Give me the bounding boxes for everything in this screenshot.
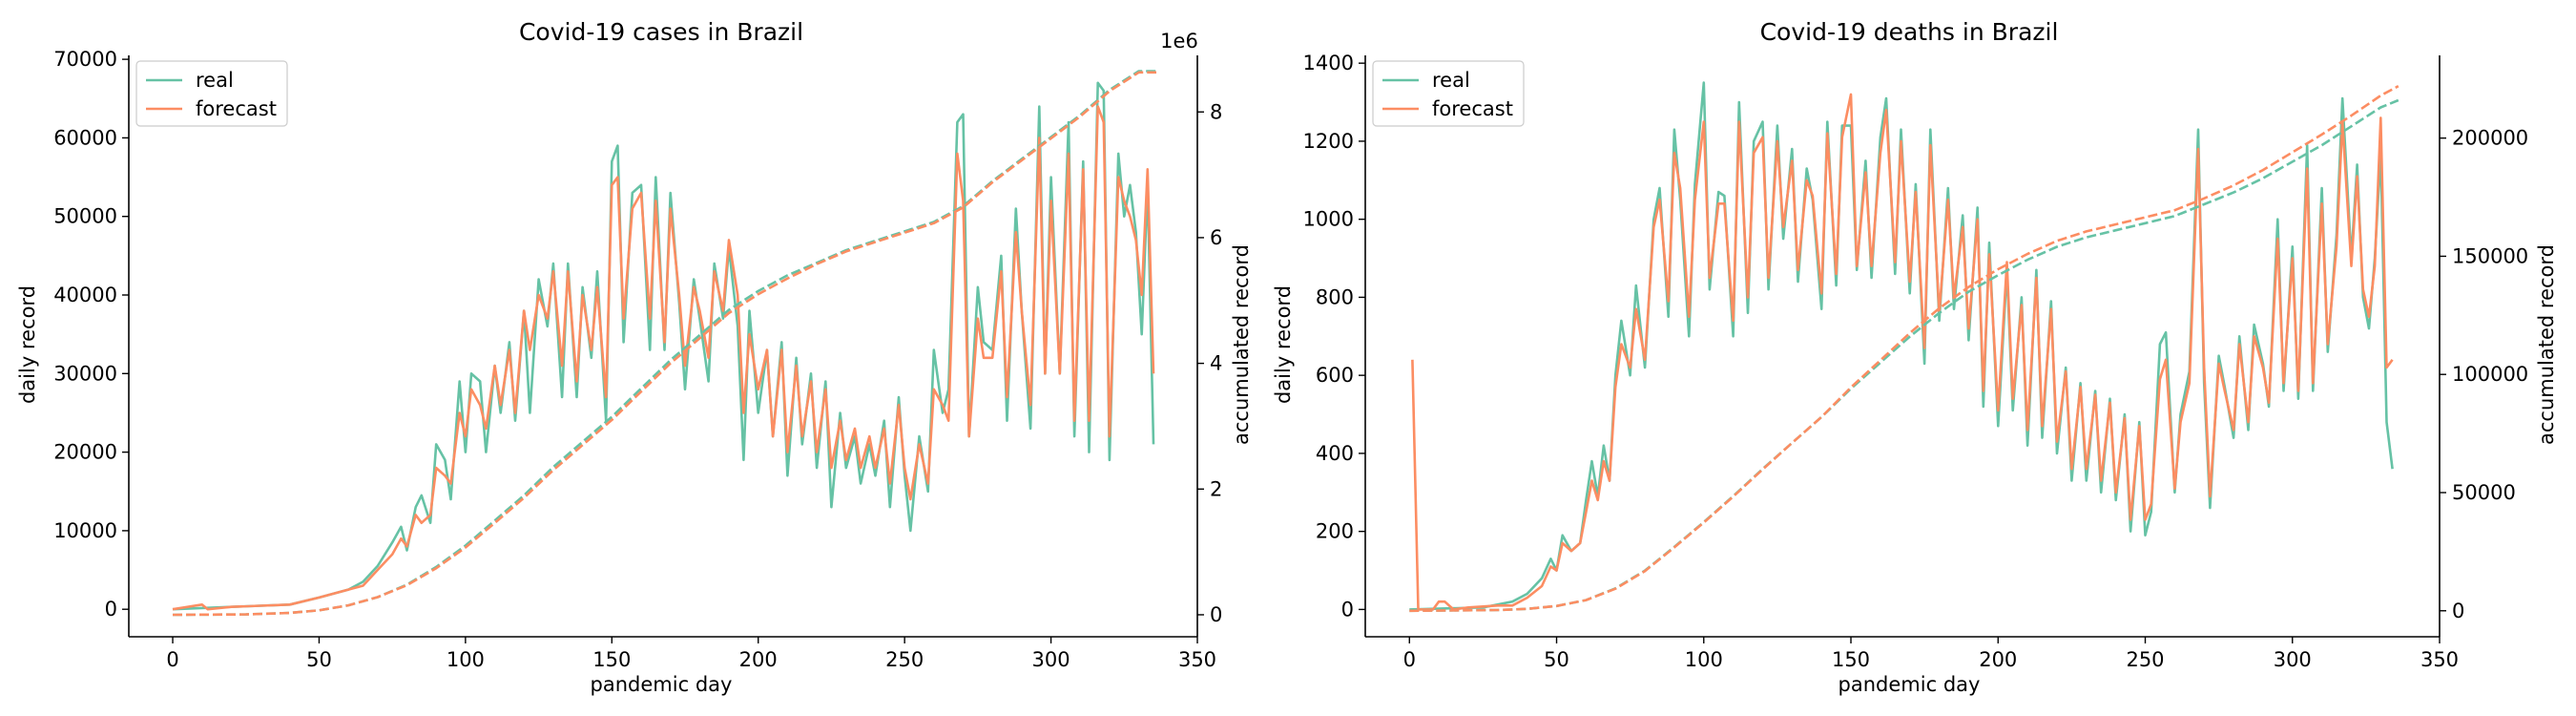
legend-label-real: real	[1432, 69, 1470, 92]
y2-axis-label: accumulated record	[2535, 244, 2558, 445]
series-line-forecast	[172, 105, 1155, 611]
plot-area: 0 50 100 150 200 250 300 350 0 200 400 600 800 1000 12…	[1303, 52, 2529, 671]
x-tick-label: 0	[1403, 648, 1416, 671]
x-tick-label: 100	[447, 648, 485, 671]
y-tick-label: 20000	[53, 441, 117, 464]
chart-title: Covid-19 deaths in Brazil	[1760, 18, 2059, 46]
legend-label-forecast: forecast	[196, 97, 277, 120]
legend-label-forecast: forecast	[1432, 97, 1513, 120]
plot-area: 0 50 100 150 200 250 300 350 0 10000 20000 30000 400…	[53, 48, 1222, 671]
y-axis-label: daily record	[1272, 285, 1295, 404]
y2-axis-label: accumulated record	[1230, 244, 1253, 445]
y-tick-label: 200	[1316, 520, 1354, 543]
y-tick-label: 0	[105, 598, 117, 621]
chart-deaths: Covid-19 deaths in Brazil pandemic day d…	[1272, 18, 2558, 696]
y-tick-label: 800	[1316, 285, 1354, 308]
y-tick-label: 10000	[53, 519, 117, 542]
y-axis-label: daily record	[16, 285, 39, 404]
x-tick-label: 200	[1979, 648, 2017, 671]
x-tick-label: 300	[2274, 648, 2312, 671]
y2-tick-label: 200000	[2452, 127, 2528, 150]
y-tick-label: 60000	[53, 126, 117, 149]
y-tick-label: 30000	[53, 362, 117, 385]
x-tick-label: 50	[1544, 648, 1569, 671]
y2-tick-label: 150000	[2452, 244, 2528, 267]
x-axis-label: pandemic day	[1839, 673, 1981, 696]
chart-cases: Covid-19 cases in Brazil pandemic day da…	[16, 18, 1253, 696]
y-tick-label: 70000	[53, 48, 117, 71]
x-tick-label: 350	[2420, 648, 2459, 671]
x-axis-label: pandemic day	[591, 673, 733, 696]
y2-tick-label: 2	[1210, 477, 1222, 500]
x-tick-label: 50	[306, 648, 332, 671]
y2-tick-label: 8	[1210, 100, 1222, 123]
y-tick-label: 40000	[53, 284, 117, 306]
y-tick-label: 1200	[1303, 130, 1354, 153]
x-tick-label: 250	[885, 648, 924, 671]
y2-tick-label: 100000	[2452, 363, 2528, 386]
x-tick-label: 350	[1178, 648, 1216, 671]
y2-tick-label: 50000	[2452, 481, 2516, 504]
legend-label-real: real	[196, 69, 234, 92]
y2-offset-label: 1e6	[1160, 30, 1198, 53]
series-line-forecast	[1411, 93, 2394, 611]
series-line-real	[172, 81, 1155, 611]
y2-tick-label: 0	[1210, 603, 1222, 626]
chart-title: Covid-19 cases in Brazil	[519, 18, 803, 46]
y2-tick-label: 4	[1210, 352, 1222, 375]
x-tick-label: 250	[2126, 648, 2164, 671]
series-line-forecast-accumulated	[172, 71, 1156, 617]
x-tick-label: 150	[1832, 648, 1870, 671]
y-tick-label: 400	[1316, 442, 1354, 465]
y-tick-label: 1000	[1303, 208, 1354, 231]
y2-tick-label: 0	[2452, 600, 2464, 622]
x-tick-label: 150	[592, 648, 631, 671]
series-line-forecast-accumulated	[1409, 85, 2399, 613]
y-tick-label: 600	[1316, 364, 1354, 387]
y-tick-label: 0	[1341, 598, 1354, 621]
y2-tick-label: 6	[1210, 226, 1222, 249]
x-tick-label: 100	[1685, 648, 1723, 671]
x-tick-label: 200	[739, 648, 778, 671]
y-tick-label: 50000	[53, 205, 117, 228]
y-tick-label: 1400	[1303, 52, 1354, 74]
x-tick-label: 0	[166, 648, 178, 671]
x-tick-label: 300	[1032, 648, 1070, 671]
